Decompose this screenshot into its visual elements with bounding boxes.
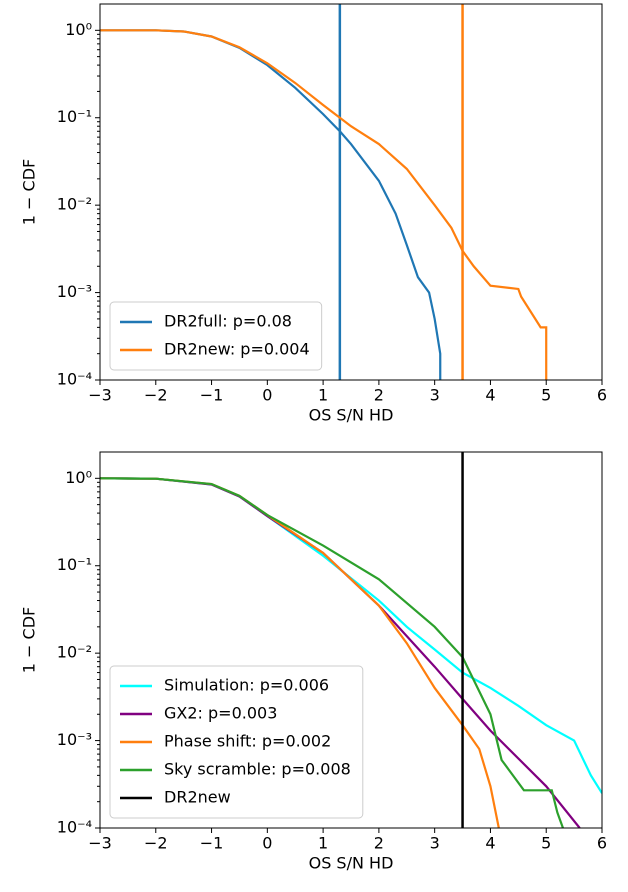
y-tick-label: 10⁻⁴	[57, 370, 92, 389]
legend-label: GX2: p=0.003	[164, 704, 277, 723]
y-tick-label: 10⁻⁴	[57, 818, 92, 837]
x-tick-label: 6	[597, 386, 607, 405]
x-tick-label: 4	[485, 834, 495, 853]
axes-frame	[99, 451, 603, 829]
y-tick-label: 10⁰	[65, 20, 92, 39]
x-tick-label: −3	[88, 386, 112, 405]
x-tick-label: 4	[485, 386, 495, 405]
axes-frame	[99, 3, 603, 381]
y-tick-label: 10⁰	[65, 468, 92, 487]
y-tick-label: 10⁻²	[57, 195, 92, 214]
x-axis-label: OS S/N HD	[309, 406, 394, 425]
legend-label: Phase shift: p=0.002	[164, 732, 331, 751]
x-tick-label: 3	[430, 386, 440, 405]
plot-area	[100, 452, 602, 828]
x-tick-label: −3	[88, 834, 112, 853]
plot-area	[100, 4, 548, 380]
y-axis-label: 1 − CDF	[20, 607, 39, 673]
legend-label: Simulation: p=0.006	[164, 676, 329, 695]
x-tick-label: 0	[262, 386, 272, 405]
x-tick-label: −1	[200, 386, 224, 405]
legend-label: DR2new	[164, 788, 231, 807]
y-tick-label: 10⁻²	[57, 643, 92, 662]
data-line	[100, 477, 564, 828]
data-line	[100, 29, 548, 380]
legend-label: DR2new: p=0.004	[164, 340, 310, 359]
x-axis-label: OS S/N HD	[309, 854, 394, 873]
x-tick-label: 0	[262, 834, 272, 853]
x-tick-label: 2	[374, 834, 384, 853]
y-tick-label: 10⁻³	[57, 730, 92, 749]
legend-label: DR2full: p=0.08	[164, 312, 292, 331]
y-axis-label: 1 − CDF	[20, 159, 39, 225]
x-tick-label: 5	[541, 834, 551, 853]
legend-label: Sky scramble: p=0.008	[164, 760, 351, 779]
x-tick-label: 5	[541, 386, 551, 405]
x-tick-label: 3	[430, 834, 440, 853]
legend: DR2full: p=0.08 DR2new: p=0.004	[109, 301, 323, 371]
x-tick-label: 2	[374, 386, 384, 405]
legend-box	[109, 665, 364, 819]
x-tick-label: −2	[144, 386, 168, 405]
x-tick-label: 6	[597, 834, 607, 853]
x-tick-label: 1	[318, 386, 328, 405]
x-tick-label: −1	[200, 834, 224, 853]
x-tick-label: 1	[318, 834, 328, 853]
y-tick-label: 10⁻¹	[57, 555, 92, 574]
legend-box	[109, 301, 323, 371]
legend: Simulation: p=0.006 GX2: p=0.003 Phase shi…	[109, 665, 364, 819]
x-tick-label: −2	[144, 834, 168, 853]
y-tick-label: 10⁻¹	[57, 107, 92, 126]
y-tick-label: 10⁻³	[57, 282, 92, 301]
